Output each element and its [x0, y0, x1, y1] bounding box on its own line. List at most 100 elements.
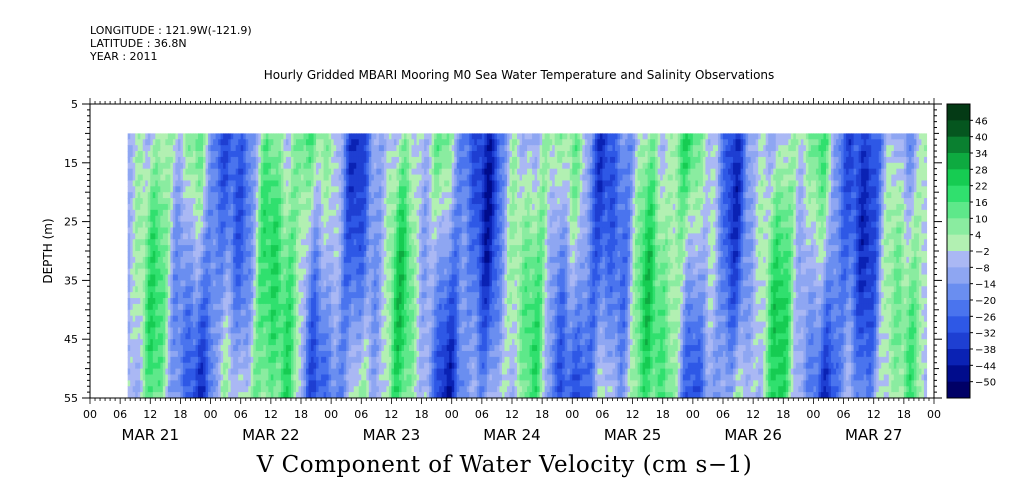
heatmap-cell — [145, 333, 149, 340]
heatmap-cell — [172, 251, 176, 258]
heatmap-cell — [140, 245, 144, 252]
heatmap-cell — [182, 139, 187, 146]
heatmap-cell — [127, 239, 131, 246]
heatmap-cell — [170, 251, 174, 258]
heatmap-cell — [152, 180, 156, 187]
heatmap-cell — [172, 298, 176, 305]
heatmap-cell — [190, 339, 194, 346]
heatmap-cell — [182, 133, 187, 140]
heatmap-cell — [182, 145, 187, 152]
heatmap-cell — [147, 392, 151, 398]
heatmap-cell — [157, 245, 161, 252]
heatmap-cell — [170, 345, 174, 352]
heatmap-cell — [140, 321, 144, 329]
heatmap-cell — [155, 315, 159, 323]
heatmap-cell — [127, 345, 131, 352]
heatmap-cell — [167, 233, 171, 240]
heatmap-cell — [155, 245, 159, 252]
heatmap-cell — [157, 251, 161, 258]
heatmap-cell — [175, 286, 179, 293]
heatmap-cell — [135, 303, 139, 311]
heatmap-cell — [187, 156, 192, 164]
heatmap-cell — [185, 262, 189, 270]
heatmap-cell — [145, 268, 149, 276]
heatmap-cell — [137, 168, 141, 176]
heatmap-cell — [142, 350, 146, 358]
heatmap-cell — [182, 151, 187, 158]
heatmap-cell — [150, 356, 154, 364]
heatmap-cell — [160, 262, 164, 270]
heatmap-cell — [180, 162, 184, 170]
heatmap-cell — [162, 309, 166, 317]
heatmap-cell — [130, 309, 134, 317]
heatmap-cell — [172, 151, 176, 158]
heatmap-cell — [147, 198, 151, 205]
heatmap-cell — [160, 239, 164, 246]
heatmap-cell — [162, 339, 166, 346]
heatmap-cell — [162, 227, 166, 234]
heatmap-cell — [185, 380, 189, 387]
heatmap-cell — [165, 292, 169, 299]
heatmap-cell — [180, 374, 184, 381]
heatmap-cell — [145, 274, 149, 281]
heatmap-cell — [142, 245, 146, 252]
heatmap-cell — [167, 374, 171, 381]
heatmap-cell — [155, 215, 159, 223]
heatmap-cell — [152, 392, 156, 398]
heatmap-cell — [150, 139, 154, 146]
heatmap-cell — [140, 203, 144, 211]
heatmap-cell — [142, 274, 146, 281]
year-label: YEAR : 2011 — [90, 50, 158, 63]
heatmap-cell — [182, 368, 187, 376]
heatmap-cell — [157, 162, 161, 170]
heatmap-cell — [127, 292, 131, 299]
heatmap-cell — [147, 333, 151, 340]
heatmap-cell — [180, 386, 184, 393]
heatmap-cell — [130, 368, 134, 376]
heatmap-cell — [155, 356, 159, 364]
heatmap-cell — [162, 303, 166, 311]
heatmap-cell — [140, 380, 144, 387]
heatmap-cell — [130, 327, 134, 334]
heatmap-cell — [140, 162, 144, 170]
heatmap-cell — [160, 133, 164, 140]
heatmap-cell — [190, 245, 194, 252]
heatmap-cell — [185, 133, 189, 140]
heatmap-cell — [132, 209, 136, 217]
heatmap-cell — [182, 339, 187, 346]
heatmap-cell — [150, 262, 154, 270]
heatmap-cell — [185, 368, 189, 376]
heatmap-cell — [175, 186, 179, 193]
heatmap-cell — [140, 180, 144, 187]
heatmap-cell — [187, 333, 192, 340]
heatmap-cell — [165, 209, 169, 217]
heatmap-cell — [152, 151, 156, 158]
heatmap-cell — [170, 298, 174, 305]
heatmap-cell — [167, 315, 171, 323]
heatmap-cell — [155, 321, 159, 329]
heatmap-cell — [172, 168, 176, 176]
heatmap-cell — [160, 309, 164, 317]
heatmap-cell — [182, 280, 187, 287]
heatmap-cell — [155, 203, 159, 211]
heatmap-cell — [187, 350, 192, 358]
heatmap-cell — [152, 350, 156, 358]
heatmap-cell — [180, 227, 184, 234]
heatmap-cell — [147, 315, 151, 323]
heatmap-cell — [165, 280, 169, 287]
heatmap-cell — [190, 321, 194, 329]
heatmap-cell — [127, 145, 131, 152]
heatmap-cell — [190, 292, 194, 299]
heatmap-cell — [190, 309, 194, 317]
heatmap-cell — [190, 298, 194, 305]
heatmap-cell — [177, 174, 182, 182]
heatmap-cell — [137, 274, 141, 281]
heatmap-cell — [192, 145, 197, 152]
heatmap-cell — [152, 162, 156, 170]
heatmap-cell — [132, 327, 136, 334]
heatmap-cell — [130, 268, 134, 276]
heatmap-cell — [157, 203, 161, 211]
heatmap-cell — [155, 333, 159, 340]
heatmap-cell — [127, 262, 131, 270]
